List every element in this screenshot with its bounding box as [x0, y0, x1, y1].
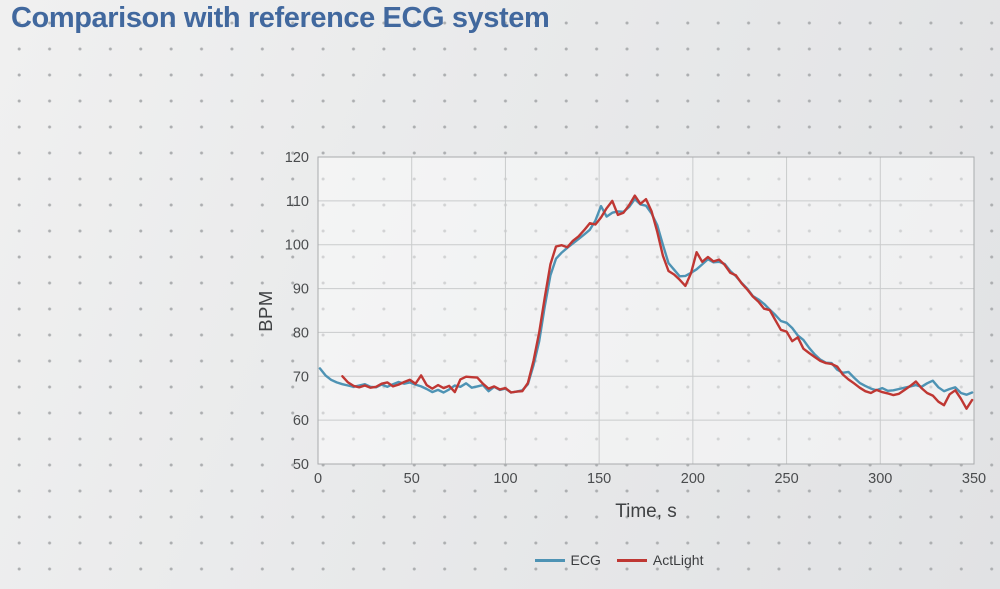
y-tick-label-110: 110 — [286, 194, 309, 210]
legend-label-ecg: ECG — [570, 552, 601, 568]
y-tick-label-50: 50 — [293, 457, 309, 473]
x-tick-label-250: 250 — [774, 471, 798, 487]
series-line-ecg — [318, 197, 974, 396]
legend-label-actlight: ActLight — [652, 552, 704, 568]
y-tick-label-70: 70 — [293, 369, 309, 385]
y-tick-label-60: 60 — [293, 413, 309, 429]
x-tick-label-0: 0 — [314, 471, 322, 487]
legend-swatch-ecg — [534, 558, 565, 562]
x-tick-label-350: 350 — [962, 471, 986, 487]
slide-title: Comparison with reference ECG system — [11, 2, 550, 34]
y-tick-label-100: 100 — [285, 238, 309, 254]
legend-swatch-actlight — [616, 558, 647, 562]
y-axis-title: BPM — [255, 290, 276, 332]
legend-item-ecg: ECG — [534, 552, 601, 568]
chart-legend: ECG ActLight — [319, 552, 919, 568]
x-tick-label-50: 50 — [404, 471, 420, 487]
legend-item-actlight: ActLight — [616, 552, 704, 568]
x-axis-title: Time, s — [615, 501, 677, 522]
plot-area — [318, 157, 974, 464]
x-tick-label-100: 100 — [493, 471, 517, 487]
y-tick-label-90: 90 — [293, 282, 309, 298]
x-tick-label-200: 200 — [681, 471, 705, 487]
plot-border — [317, 156, 975, 465]
y-tick-label-120: 120 — [285, 150, 309, 166]
x-tick-label-150: 150 — [587, 471, 611, 487]
x-tick-label-300: 300 — [868, 471, 892, 487]
y-tick-label-80: 80 — [293, 325, 309, 341]
series-line-actlight — [341, 194, 974, 410]
